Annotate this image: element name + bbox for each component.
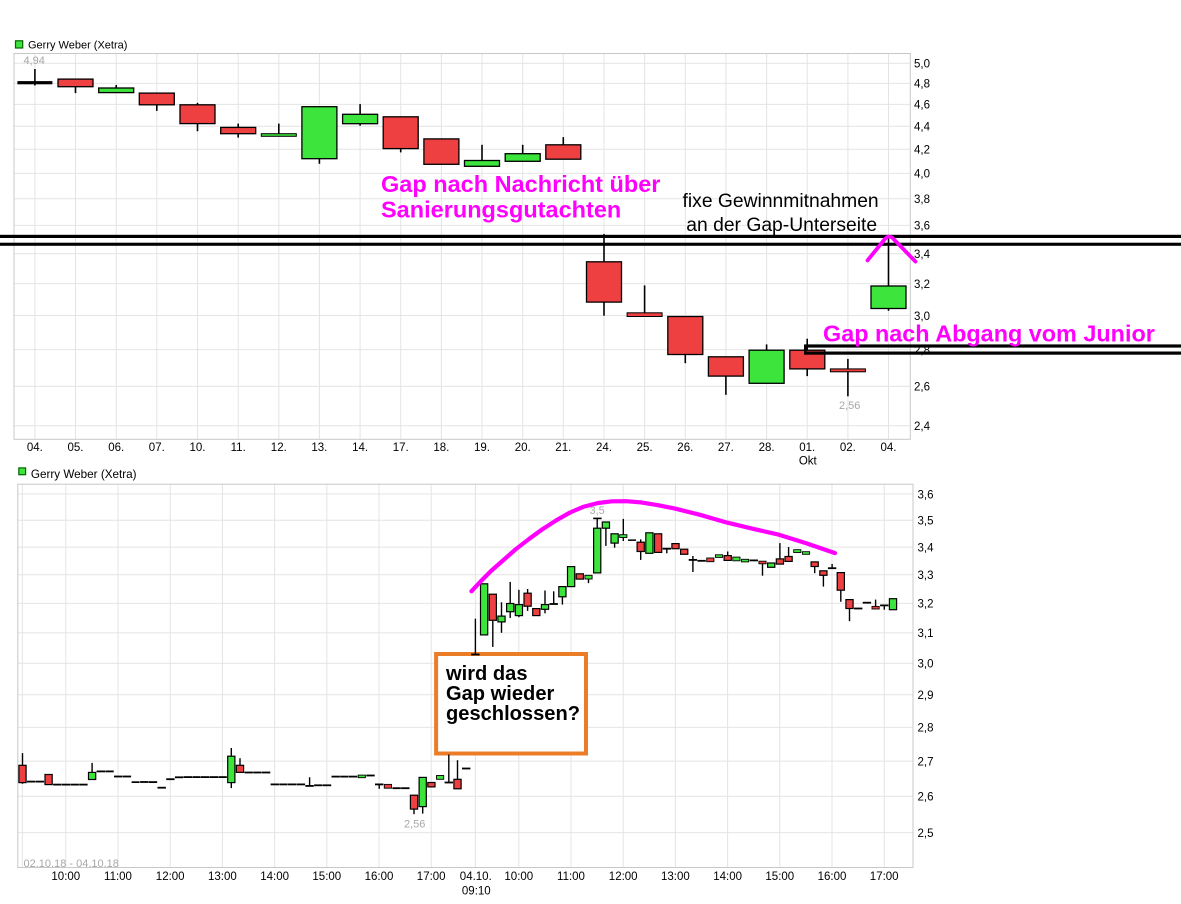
svg-text:3,0: 3,0: [914, 311, 930, 323]
svg-text:2,7: 2,7: [918, 756, 934, 768]
svg-text:15:00: 15:00: [312, 871, 341, 883]
svg-text:18.: 18.: [433, 442, 449, 454]
svg-text:17:00: 17:00: [417, 871, 446, 883]
svg-text:12:00: 12:00: [156, 871, 185, 883]
svg-text:17:00: 17:00: [870, 871, 899, 883]
svg-text:07.: 07.: [149, 442, 165, 454]
svg-text:04.: 04.: [27, 442, 43, 454]
svg-text:16:00: 16:00: [818, 871, 847, 883]
svg-text:Gerry Weber (Xetra): Gerry Weber (Xetra): [28, 40, 127, 52]
svg-text:3,2: 3,2: [918, 599, 934, 611]
svg-text:3,6: 3,6: [914, 221, 930, 233]
svg-text:06.: 06.: [108, 442, 124, 454]
svg-text:3,5: 3,5: [918, 516, 934, 528]
svg-text:26.: 26.: [677, 442, 693, 454]
svg-text:3,5: 3,5: [590, 505, 605, 517]
svg-text:2,6: 2,6: [918, 792, 934, 804]
svg-text:11:00: 11:00: [104, 871, 132, 883]
svg-text:3,4: 3,4: [914, 249, 931, 261]
svg-text:02.: 02.: [840, 442, 856, 454]
svg-text:3,2: 3,2: [914, 279, 930, 291]
svg-text:4,8: 4,8: [914, 79, 930, 91]
svg-text:Gap nach Abgang vom Junior: Gap nach Abgang vom Junior: [823, 321, 1155, 347]
svg-text:19.: 19.: [474, 442, 490, 454]
svg-text:geschlossen?: geschlossen?: [446, 703, 580, 725]
svg-text:2,9: 2,9: [918, 690, 934, 702]
svg-text:17.: 17.: [393, 442, 409, 454]
svg-text:4,0: 4,0: [914, 169, 930, 181]
svg-text:12:00: 12:00: [609, 871, 638, 883]
svg-text:4,94: 4,94: [24, 55, 45, 67]
svg-text:3,4: 3,4: [918, 542, 935, 554]
svg-text:4,2: 4,2: [914, 145, 930, 157]
svg-text:2,6: 2,6: [914, 382, 930, 394]
svg-text:2,4: 2,4: [914, 421, 931, 433]
svg-text:3,3: 3,3: [918, 570, 934, 582]
svg-text:wird das: wird das: [445, 663, 528, 685]
svg-text:3,8: 3,8: [914, 194, 930, 206]
svg-text:Gerry Weber (Xetra): Gerry Weber (Xetra): [31, 468, 137, 481]
svg-text:28.: 28.: [759, 442, 775, 454]
svg-text:3,6: 3,6: [918, 489, 934, 501]
svg-text:2,8: 2,8: [918, 723, 934, 735]
svg-text:25.: 25.: [637, 442, 653, 454]
svg-text:fixe Gewinnmitnahmen: fixe Gewinnmitnahmen: [683, 191, 879, 212]
svg-text:20.: 20.: [515, 442, 531, 454]
svg-text:14:00: 14:00: [713, 871, 742, 883]
svg-text:15:00: 15:00: [765, 871, 794, 883]
svg-text:16:00: 16:00: [365, 871, 394, 883]
svg-text:4,6: 4,6: [914, 100, 930, 112]
svg-text:10.: 10.: [190, 442, 206, 454]
svg-text:an der Gap-Unterseite: an der Gap-Unterseite: [686, 215, 877, 236]
svg-text:21.: 21.: [555, 442, 571, 454]
svg-text:Gap nach Nachricht über: Gap nach Nachricht über: [381, 171, 660, 197]
svg-text:14.: 14.: [352, 442, 368, 454]
svg-text:13:00: 13:00: [661, 871, 690, 883]
svg-text:04.: 04.: [881, 442, 897, 454]
svg-text:11:00: 11:00: [557, 871, 585, 883]
svg-text:10:00: 10:00: [51, 871, 80, 883]
svg-text:2,5: 2,5: [918, 828, 934, 840]
svg-text:2,56: 2,56: [404, 819, 425, 831]
svg-text:4,4: 4,4: [914, 122, 931, 134]
svg-text:09:10: 09:10: [462, 886, 491, 898]
svg-text:01.: 01.: [799, 442, 815, 454]
svg-text:14:00: 14:00: [260, 871, 289, 883]
svg-text:24.: 24.: [596, 442, 612, 454]
svg-text:Sanierungsgutachten: Sanierungsgutachten: [381, 197, 621, 223]
svg-text:Okt: Okt: [799, 456, 818, 468]
svg-text:27.: 27.: [718, 442, 734, 454]
svg-text:Gap wieder: Gap wieder: [446, 683, 554, 705]
svg-text:04.10.: 04.10.: [460, 871, 492, 883]
svg-text:3,1: 3,1: [918, 628, 934, 640]
svg-text:12.: 12.: [271, 442, 287, 454]
svg-text:13.: 13.: [311, 442, 327, 454]
svg-text:05.: 05.: [68, 442, 84, 454]
svg-text:02.10.18 - 04.10.18: 02.10.18 - 04.10.18: [24, 858, 119, 870]
svg-text:5,0: 5,0: [914, 59, 930, 71]
svg-text:11.: 11.: [231, 442, 246, 454]
svg-text:3,0: 3,0: [918, 659, 934, 671]
svg-text:2,56: 2,56: [839, 400, 860, 412]
svg-text:10:00: 10:00: [504, 871, 533, 883]
svg-text:13:00: 13:00: [208, 871, 237, 883]
